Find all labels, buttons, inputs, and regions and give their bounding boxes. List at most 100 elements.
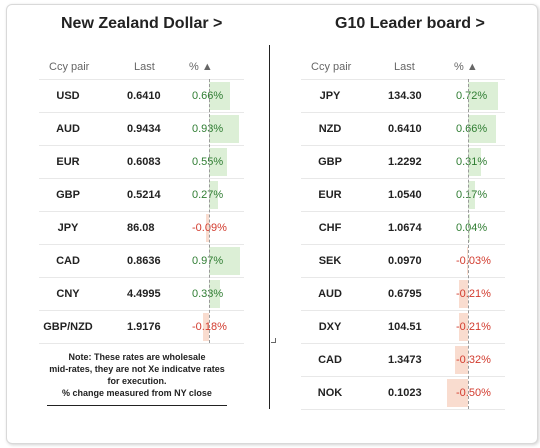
last-rate: 104.51 [388, 321, 422, 333]
table-row[interactable]: EUR 0.6083 0.55% [39, 146, 244, 179]
percent-change: 0.93% [192, 123, 224, 135]
last-rate: 0.6083 [127, 156, 161, 168]
rates-widget: New Zealand Dollar > Ccy pair Last % ▲ U… [6, 4, 538, 444]
currency-pair: SEK [318, 255, 342, 267]
positive-change-bar [209, 280, 220, 308]
table-row[interactable]: CNY 4.4995 0.33% [39, 278, 244, 311]
table-row[interactable]: GBP 1.2292 0.31% [301, 146, 505, 179]
header-last[interactable]: Last [394, 61, 415, 73]
currency-pair: JPY [319, 90, 341, 102]
positive-change-bar [209, 181, 218, 209]
percent-change: 0.97% [192, 255, 224, 267]
rates-disclaimer-note: Note: These rates are wholesale mid-rate… [47, 351, 227, 406]
last-rate: 0.6795 [388, 288, 422, 300]
last-rate: 4.4995 [127, 288, 161, 300]
last-rate: 1.0540 [388, 189, 422, 201]
table-row[interactable]: GBP 0.5214 0.27% [39, 179, 244, 212]
table-row[interactable]: CAD 0.8636 0.97% [39, 245, 244, 278]
currency-pair: AUD [318, 288, 342, 300]
last-rate: 0.9434 [127, 123, 161, 135]
negative-change-bar [459, 280, 468, 308]
header-ccy-pair[interactable]: Ccy pair [311, 61, 352, 73]
positive-change-bar [468, 115, 496, 143]
table-row[interactable]: CHF 1.0674 0.04% [301, 212, 505, 245]
percent-change: 0.55% [192, 156, 224, 168]
currency-pair: DXY [318, 321, 342, 333]
nzd-table-body: USD 0.6410 0.66% AUD 0.9434 0.93% EUR 0.6083 0.5… [39, 80, 244, 344]
last-rate: 0.6410 [388, 123, 422, 135]
last-rate: 134.30 [388, 90, 422, 102]
table-row[interactable]: JPY 86.08 -0.09% [39, 212, 244, 245]
nzd-table-header: Ccy pair Last % ▲ [39, 55, 244, 80]
currency-pair: GBP [318, 156, 342, 168]
positive-change-bar [468, 82, 499, 110]
table-row[interactable]: EUR 1.0540 0.17% [301, 179, 505, 212]
last-rate: 0.0970 [388, 255, 422, 267]
last-rate: 1.9176 [127, 321, 161, 333]
note-line: for execution. [107, 376, 167, 386]
table-row[interactable]: USD 0.6410 0.66% [39, 80, 244, 113]
currency-pair: GBP [56, 189, 80, 201]
table-row[interactable]: CAD 1.3473 -0.32% [301, 344, 505, 377]
negative-change-bar [206, 214, 209, 242]
last-rate: 1.0674 [388, 222, 422, 234]
percent-change: 0.33% [192, 288, 224, 300]
currency-pair: CAD [56, 255, 80, 267]
percent-change: -0.21% [456, 321, 491, 333]
positive-change-bar [468, 148, 482, 176]
last-rate: 1.3473 [388, 354, 422, 366]
currency-pair: USD [56, 90, 80, 102]
g10-panel-title[interactable]: G10 Leader board > [335, 15, 485, 32]
currency-pair: JPY [57, 222, 79, 234]
percent-change: 0.17% [456, 189, 488, 201]
percent-change: 0.66% [456, 123, 488, 135]
table-row[interactable]: NOK 0.1023 -0.50% [301, 377, 505, 410]
header-pct-change[interactable]: % ▲ [454, 61, 478, 73]
currency-pair: CHF [318, 222, 342, 234]
currency-pair: AUD [56, 123, 80, 135]
negative-change-bar [454, 346, 468, 374]
positive-change-bar [468, 181, 476, 209]
percent-change: -0.03% [456, 255, 491, 267]
positive-change-bar [209, 82, 231, 110]
table-row[interactable]: DXY 104.51 -0.21% [301, 311, 505, 344]
last-rate: 1.2292 [388, 156, 422, 168]
header-ccy-pair[interactable]: Ccy pair [49, 61, 90, 73]
note-line: mid-rates, they are not Xe indicatve rat… [49, 364, 225, 374]
table-row[interactable]: SEK 0.0970 -0.03% [301, 245, 505, 278]
header-last[interactable]: Last [134, 61, 155, 73]
table-row[interactable]: AUD 0.6795 -0.21% [301, 278, 505, 311]
currency-pair: GBP/NZD [43, 321, 93, 333]
zero-line [209, 79, 210, 343]
last-rate: 0.5214 [127, 189, 161, 201]
percent-change: 0.31% [456, 156, 488, 168]
zero-line [468, 79, 469, 409]
header-pct-change[interactable]: % ▲ [189, 61, 213, 73]
resize-corner-icon [271, 338, 276, 343]
percent-change: -0.32% [456, 354, 491, 366]
percent-change: -0.50% [456, 387, 491, 399]
currency-pair: CNY [56, 288, 80, 300]
percent-change: 0.04% [456, 222, 488, 234]
negative-change-bar [203, 313, 209, 341]
currency-pair: CAD [318, 354, 342, 366]
positive-change-bar [209, 115, 239, 143]
percent-change: 0.66% [192, 90, 224, 102]
table-row[interactable]: GBP/NZD 1.9176 -0.18% [39, 311, 244, 344]
percent-change: 0.27% [192, 189, 224, 201]
last-rate: 86.08 [127, 222, 155, 234]
currency-pair: NZD [318, 123, 342, 135]
positive-change-bar [209, 148, 227, 176]
table-row[interactable]: AUD 0.9434 0.93% [39, 113, 244, 146]
g10-table-header: Ccy pair Last % ▲ [301, 55, 505, 80]
g10-table-body: JPY 134.30 0.72% NZD 0.6410 0.66% GBP 1.2292 0.3… [301, 80, 505, 410]
percent-change: 0.72% [456, 90, 488, 102]
nzd-panel-title[interactable]: New Zealand Dollar > [61, 15, 223, 32]
table-row[interactable]: NZD 0.6410 0.66% [301, 113, 505, 146]
currency-pair: EUR [318, 189, 342, 201]
negative-change-bar [459, 313, 468, 341]
last-rate: 0.8636 [127, 255, 161, 267]
note-line: Note: These rates are wholesale [68, 352, 206, 362]
percent-change: -0.21% [456, 288, 491, 300]
table-row[interactable]: JPY 134.30 0.72% [301, 80, 505, 113]
